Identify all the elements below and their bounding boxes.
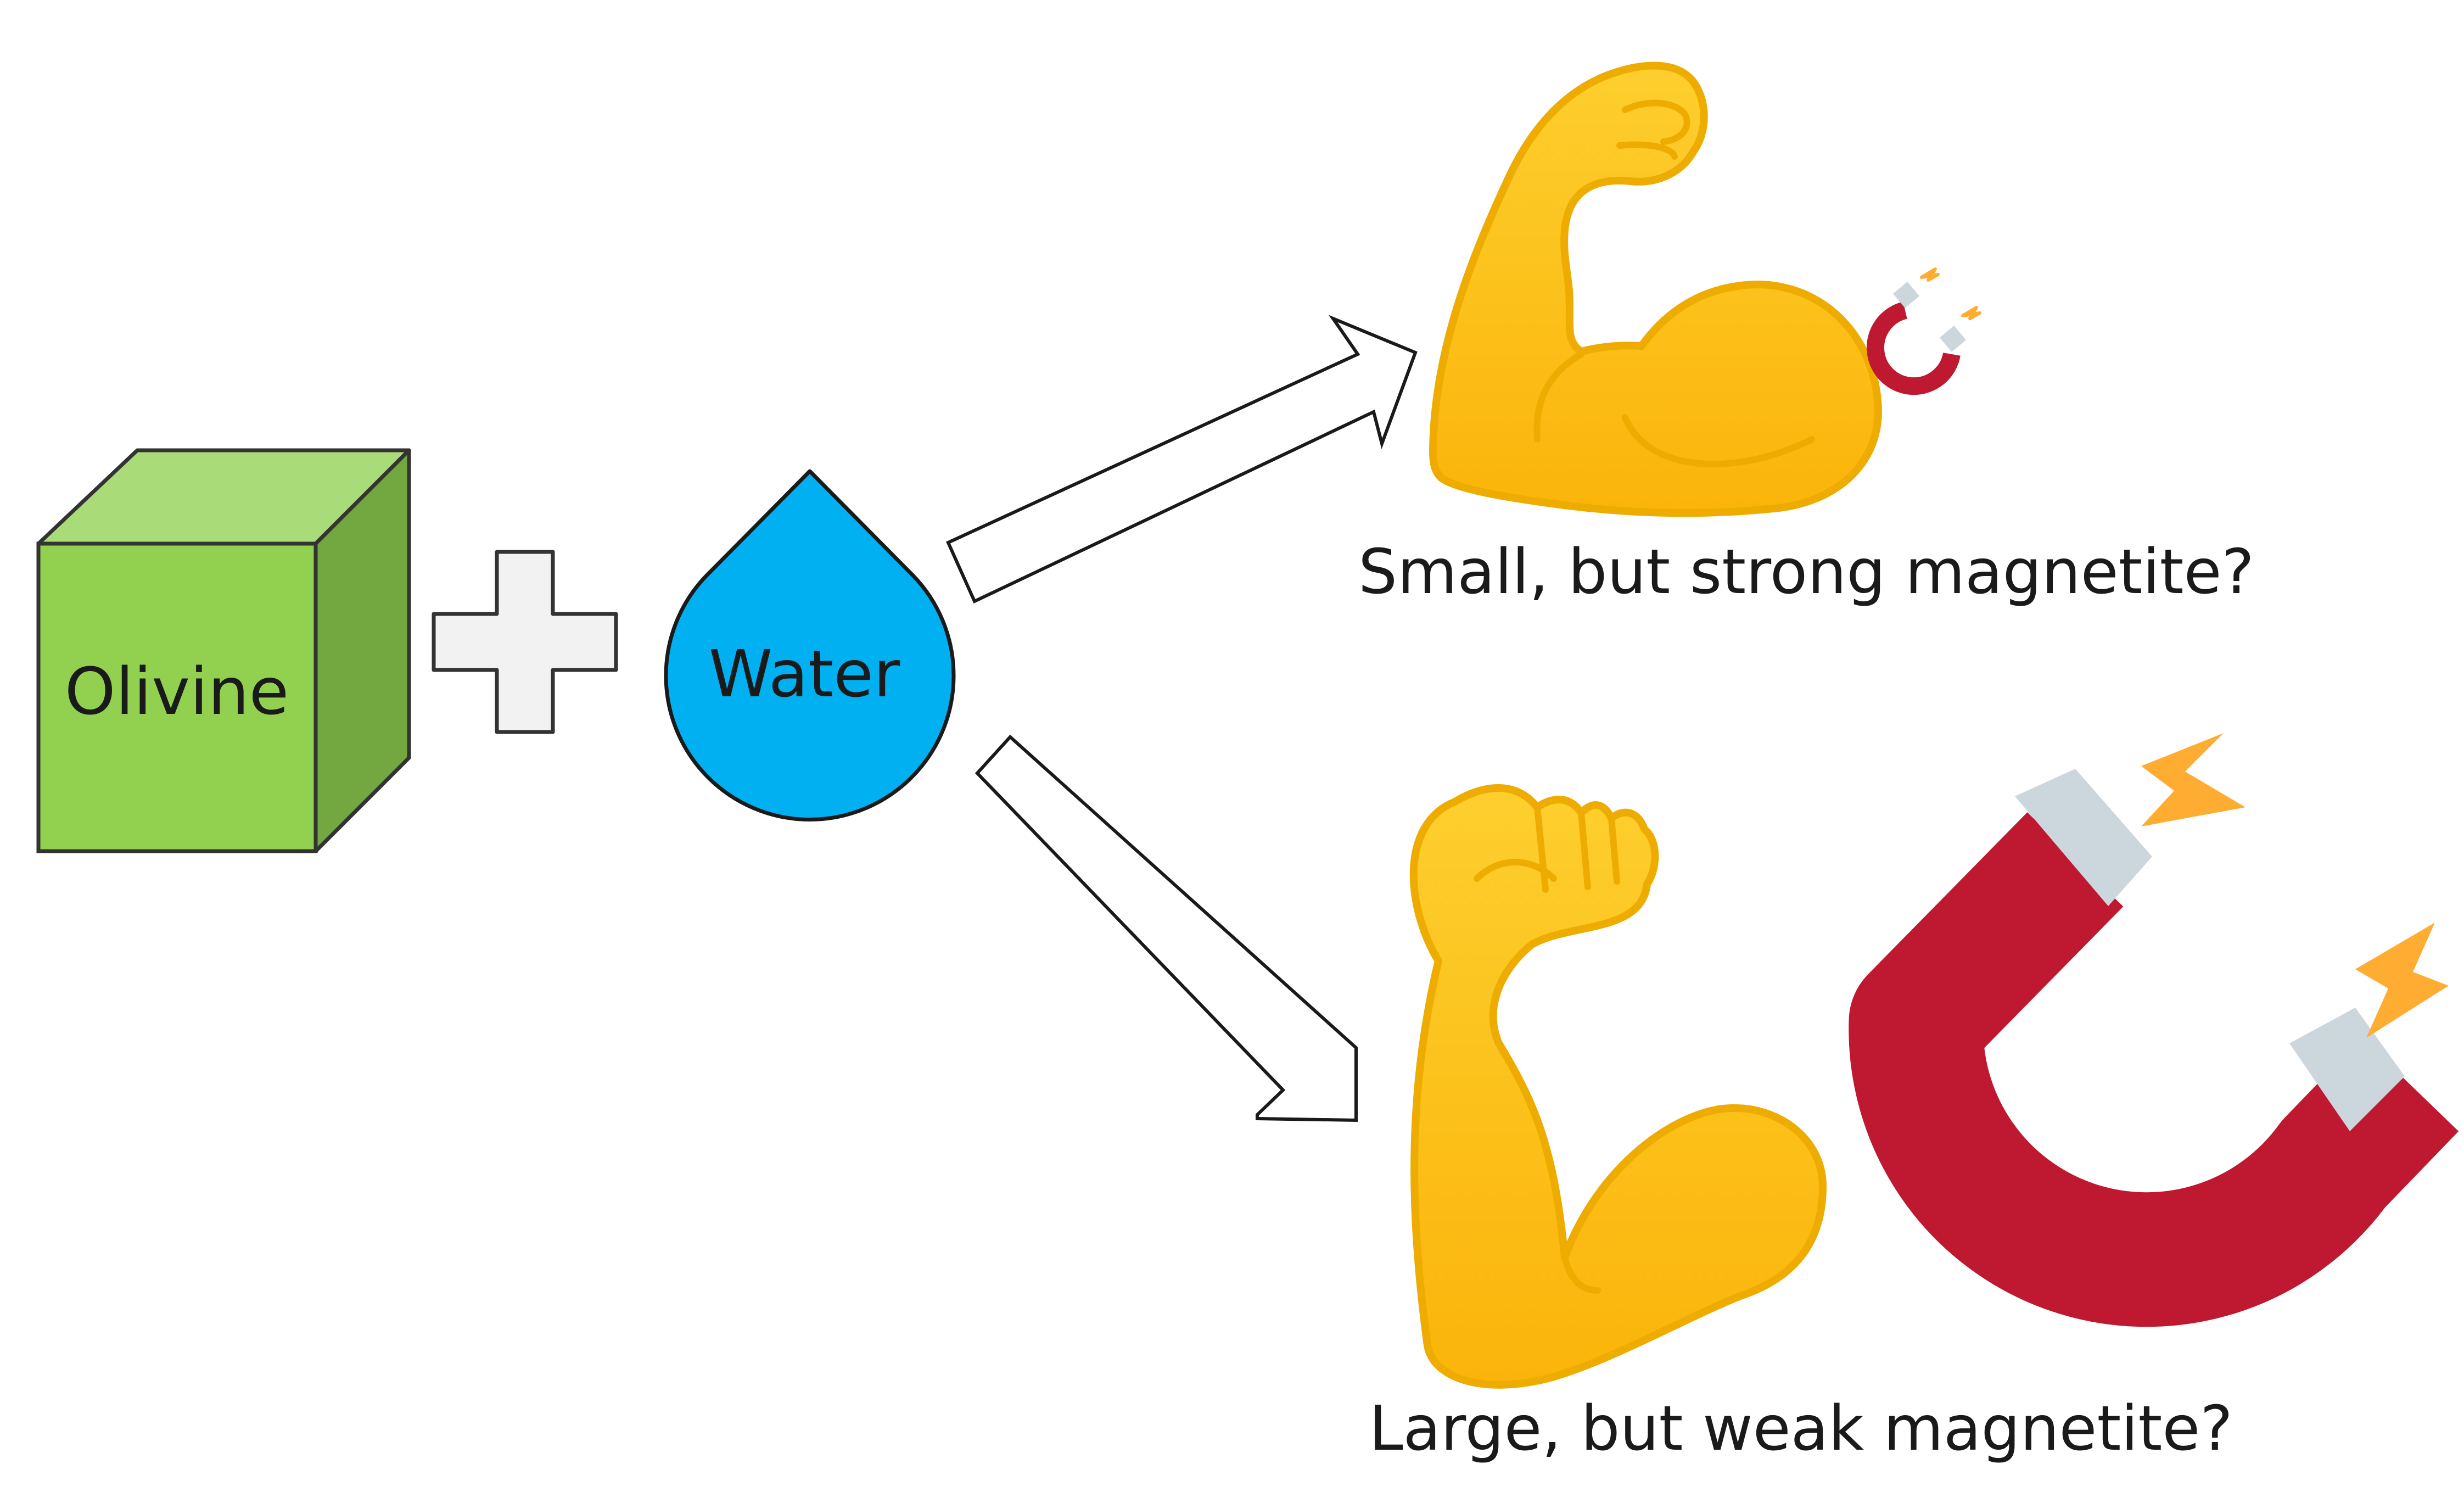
olivine-label: Olivine xyxy=(65,653,289,729)
spark-icon xyxy=(1920,267,1940,282)
magnet-icon xyxy=(1867,267,1981,395)
plus-icon xyxy=(432,550,618,734)
flexed-biceps-icon xyxy=(1429,62,1882,517)
small-magnetite-label: Small, but strong magnetite? xyxy=(1358,537,2254,608)
arrow-to-small-magnetite xyxy=(946,315,1418,604)
cube-front-face xyxy=(36,541,318,853)
magnet-icon xyxy=(1849,733,2459,1327)
spark-icon xyxy=(1961,306,1981,320)
spark-icon xyxy=(2141,733,2245,826)
spark-icon xyxy=(2355,923,2449,1038)
arrow-to-large-magnetite xyxy=(975,734,1358,1122)
magnet-tip-bottom xyxy=(2289,1008,2405,1131)
water-drop-icon: Water xyxy=(664,469,956,822)
large-magnetite-label: Large, but weak magnetite? xyxy=(1369,1393,2233,1465)
water-label: Water xyxy=(709,636,900,712)
olivine-cube: Olivine xyxy=(36,448,411,853)
magnet-tip-top xyxy=(2015,769,2152,906)
flexed-biceps-icon xyxy=(1409,784,1827,1389)
